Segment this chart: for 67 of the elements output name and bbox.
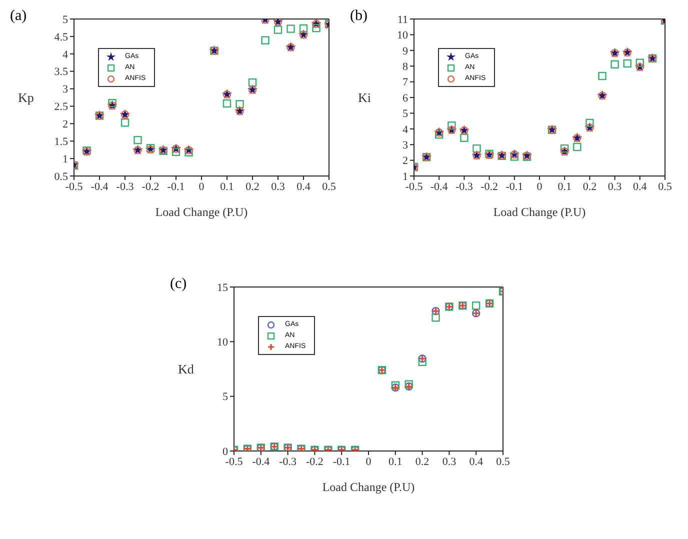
x-tick-label: -0.5 xyxy=(65,180,84,193)
y-tick-label: 9 xyxy=(402,45,408,58)
y-tick-label: 2 xyxy=(62,118,68,131)
y-tick-label: 6 xyxy=(402,92,408,104)
x-tick-label: -0.2 xyxy=(306,456,324,468)
y-tick-label: 1 xyxy=(402,170,408,183)
x-tick-label: -0.1 xyxy=(332,456,350,468)
y-tick-label: 0.5 xyxy=(54,170,68,183)
x-tick-label: -0.3 xyxy=(116,180,134,193)
chart-title: (a) xyxy=(10,8,27,25)
x-tick-label: 0.2 xyxy=(246,180,260,193)
y-tick-label: 1 xyxy=(62,153,68,166)
y-tick-label: 15 xyxy=(217,282,228,294)
y-axis-title: Kp xyxy=(18,90,34,106)
x-tick-label: -0.3 xyxy=(279,456,297,468)
x-tick-label: 0.4 xyxy=(469,456,484,468)
x-tick-label: -0.1 xyxy=(506,180,524,193)
x-tick-label: -0.1 xyxy=(167,180,185,193)
x-axis-title: Load Change (P.U) xyxy=(493,205,586,219)
y-tick-label: 2.5 xyxy=(54,101,68,114)
x-tick-label: 0.5 xyxy=(496,456,510,468)
x-tick-label: 0.5 xyxy=(658,180,672,193)
x-tick-label: -0.2 xyxy=(480,180,498,193)
x-tick-label: 0.2 xyxy=(415,456,430,468)
y-axis-title: Ki xyxy=(358,90,372,106)
x-axis-title: Load Change (P.U) xyxy=(155,205,248,219)
x-tick-label: 0 xyxy=(366,456,372,468)
x-tick-label: -0.5 xyxy=(405,180,424,193)
y-tick-label: 0 xyxy=(222,446,228,458)
y-tick-label: 4.5 xyxy=(54,31,68,44)
x-tick-label: -0.4 xyxy=(90,180,109,193)
x-tick-label: 0.5 xyxy=(322,180,336,193)
y-tick-label: 5 xyxy=(402,108,408,120)
x-tick-label: 0 xyxy=(198,180,205,193)
y-tick-label: 3 xyxy=(402,140,408,152)
x-tick-label: -0.5 xyxy=(225,456,244,468)
y-tick-label: 2 xyxy=(402,155,408,168)
x-tick-label: 0.3 xyxy=(608,180,622,193)
y-tick-label: 8 xyxy=(402,61,408,74)
x-tick-label: 0.1 xyxy=(388,456,402,468)
y-tick-label: 4 xyxy=(402,124,408,136)
y-tick-label: 5 xyxy=(62,14,68,26)
y-axis-title: Kd xyxy=(178,362,194,377)
y-tick-label: 1.5 xyxy=(54,136,68,148)
y-tick-label: 10 xyxy=(397,30,408,42)
x-tick-label: 0.2 xyxy=(582,180,597,193)
x-tick-label: 0.1 xyxy=(220,180,234,193)
x-tick-label: 0.4 xyxy=(296,180,311,193)
x-tick-label: 0.4 xyxy=(633,180,648,193)
y-tick-label: 5 xyxy=(222,391,228,404)
x-axis-title: Load Change (P.U) xyxy=(322,480,415,494)
x-tick-label: 0.3 xyxy=(442,456,457,468)
x-tick-label: -0.2 xyxy=(142,180,160,193)
x-tick-label: 0.3 xyxy=(271,180,286,193)
chart-title: (c) xyxy=(170,276,187,293)
x-tick-label: 0.1 xyxy=(558,180,572,193)
y-tick-label: 10 xyxy=(217,336,228,349)
x-tick-label: 0 xyxy=(536,180,543,193)
chart-title: (b) xyxy=(350,8,368,25)
y-tick-label: 11 xyxy=(397,14,408,26)
y-tick-label: 3.5 xyxy=(54,66,68,78)
x-tick-label: -0.4 xyxy=(252,456,270,468)
y-tick-label: 4 xyxy=(62,48,68,61)
x-tick-label: -0.3 xyxy=(455,180,474,193)
x-tick-label: -0.4 xyxy=(430,180,448,193)
y-tick-label: 7 xyxy=(402,76,408,89)
y-tick-label: 3 xyxy=(62,84,68,96)
